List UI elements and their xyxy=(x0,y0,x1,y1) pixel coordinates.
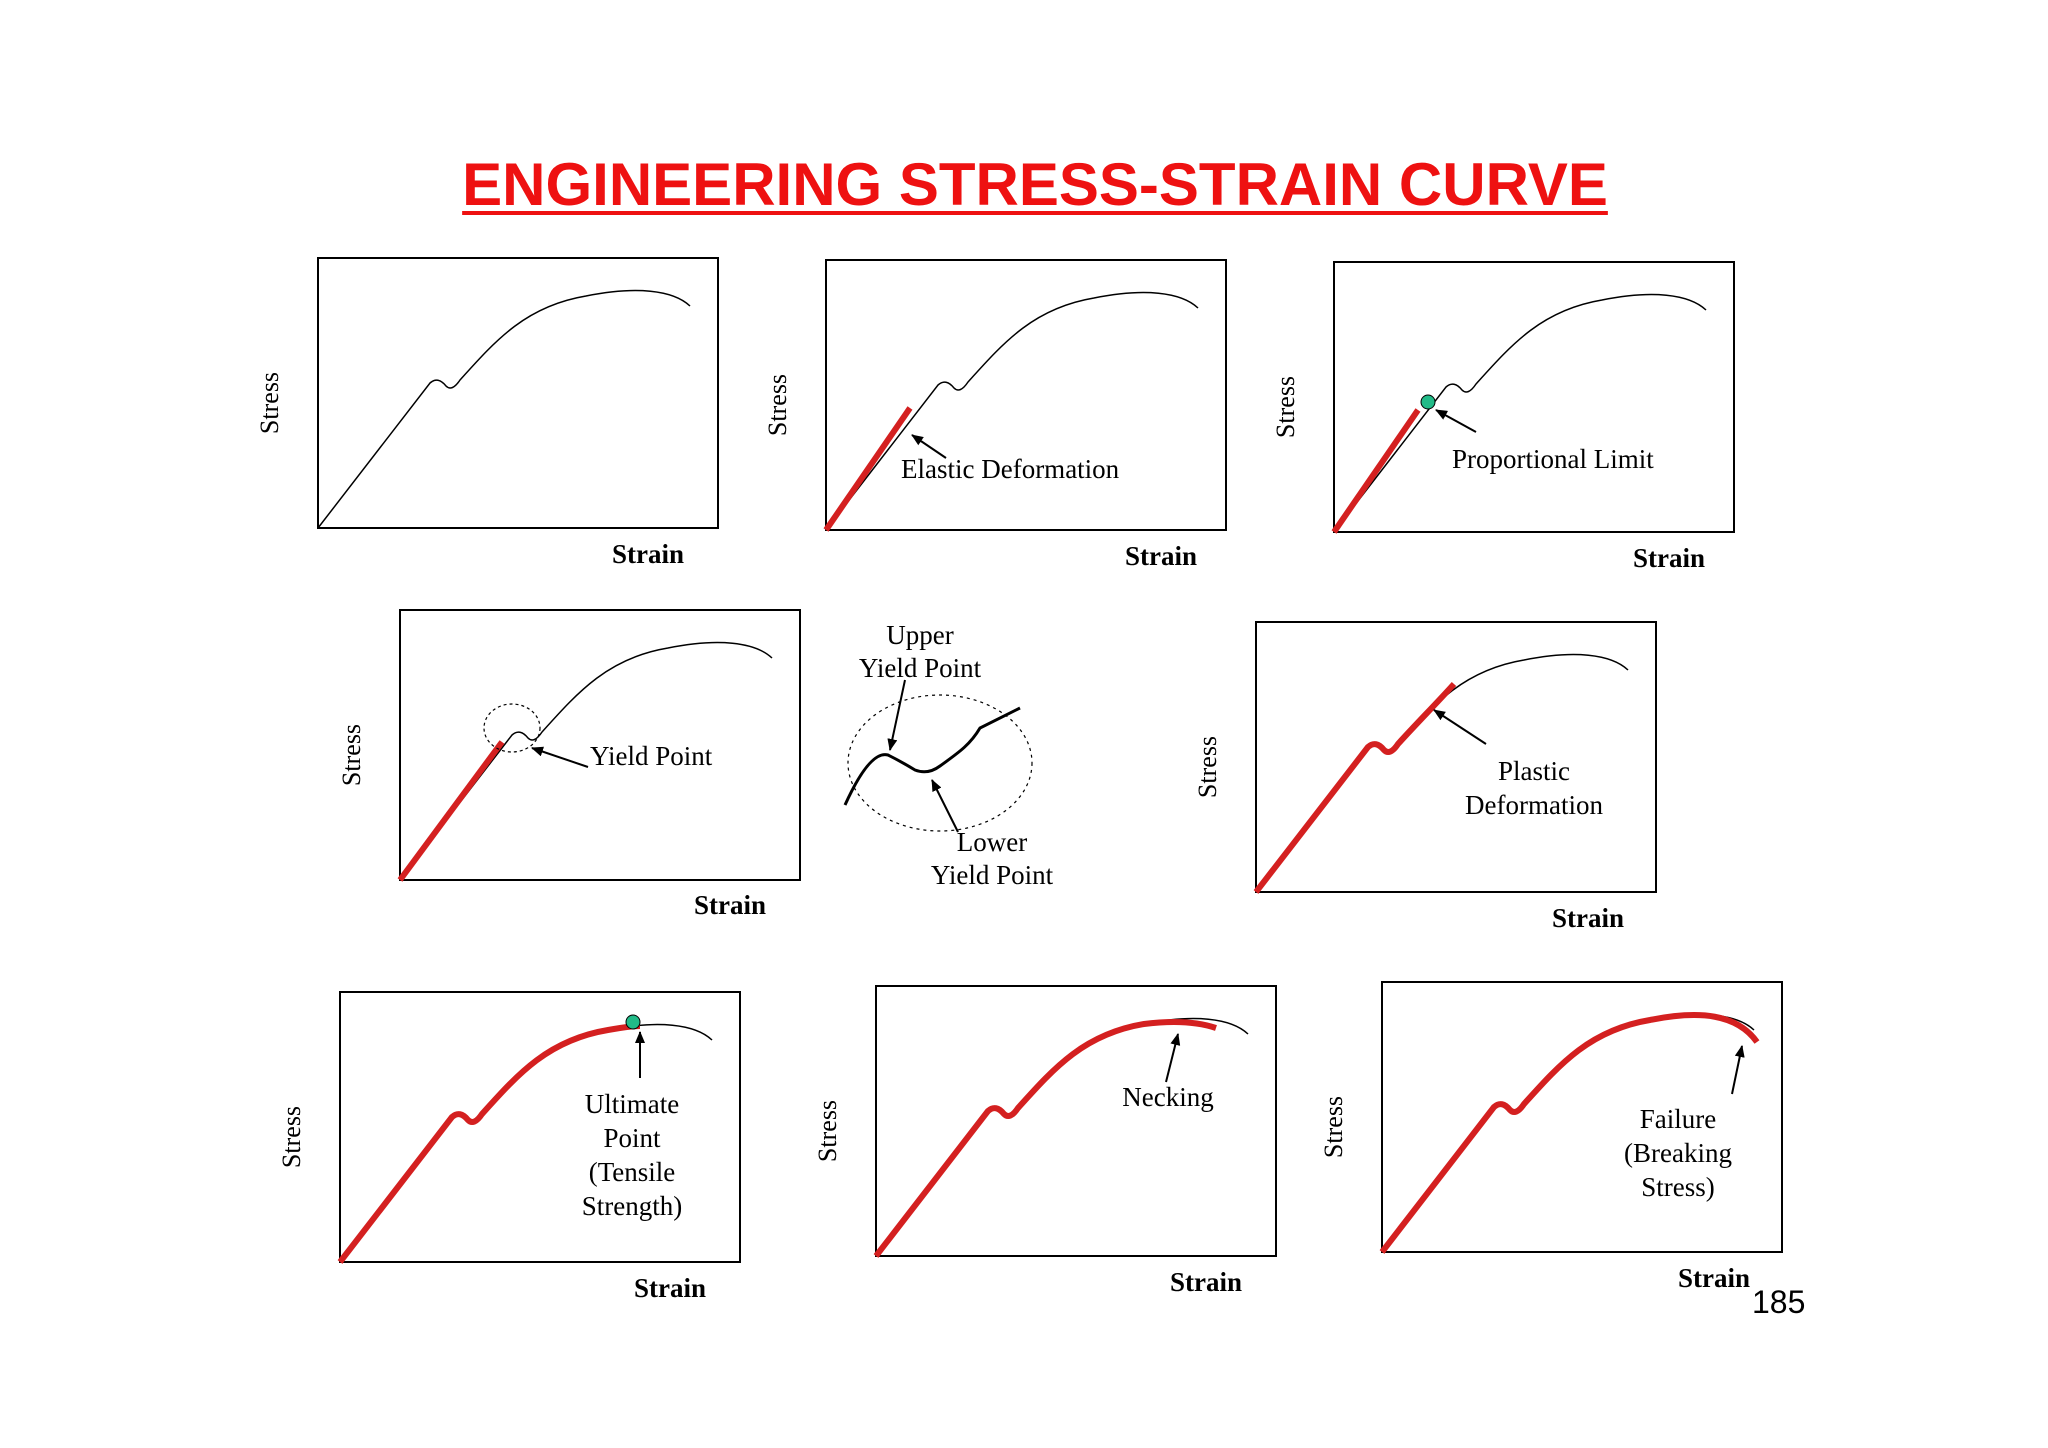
lower-yield-arrow xyxy=(931,779,959,833)
stress-axis-label: Stress xyxy=(763,374,792,436)
stress-strain-curve xyxy=(825,291,1199,531)
annotation-plastic-line2: Deformation xyxy=(1465,790,1603,820)
panel-proportional-limit: Proportional Limit Stress Strain xyxy=(1271,261,1735,573)
panel-failure: Failure (Breaking Stress) Stress Strain xyxy=(1319,981,1783,1293)
plastic-region-highlight xyxy=(1253,681,1457,894)
annotation-plastic-line1: Plastic xyxy=(1498,756,1570,786)
stress-axis-label: Stress xyxy=(1193,736,1222,798)
lower-yield-label-line1: Lower xyxy=(957,827,1027,857)
inset-dotted-ellipse xyxy=(847,694,1033,832)
elastic-region-highlight xyxy=(397,740,505,882)
ultimate-region-highlight xyxy=(337,1023,641,1264)
annotation-ultimate-line3: (Tensile xyxy=(589,1157,676,1187)
annotation-arrow xyxy=(1731,1045,1745,1095)
plot-frame xyxy=(317,257,719,529)
annotation-failure-line3: Stress) xyxy=(1641,1172,1715,1202)
plot-frame xyxy=(1255,621,1657,893)
annotation-failure-line1: Failure xyxy=(1640,1104,1716,1134)
proportional-limit-marker xyxy=(1420,394,1436,410)
elastic-region-highlight xyxy=(1331,408,1421,534)
annotation-elastic-deformation: Elastic Deformation xyxy=(901,454,1120,484)
stress-axis-label: Stress xyxy=(813,1100,842,1162)
strain-axis-label: Strain xyxy=(1125,541,1197,571)
elastic-region-highlight xyxy=(823,406,913,532)
annotation-arrow xyxy=(1165,1033,1181,1083)
inset-yield-curve xyxy=(843,706,1021,806)
page-number: 185 xyxy=(1752,1284,1806,1320)
stress-axis-label: Stress xyxy=(1319,1096,1348,1158)
panel-full-curve: Stress Strain xyxy=(255,257,719,569)
plot-frame xyxy=(1333,261,1735,533)
yield-point-inset: Upper Yield Point Lower Yield Point xyxy=(843,620,1054,890)
annotation-failure-line2: (Breaking xyxy=(1624,1138,1732,1168)
panel-elastic-deformation: Elastic Deformation Stress Strain xyxy=(763,259,1227,571)
page-title: ENGINEERING STRESS-STRAIN CURVE xyxy=(462,151,1608,218)
stress-axis-label: Stress xyxy=(255,372,284,434)
lower-yield-label-line2: Yield Point xyxy=(931,860,1054,890)
ultimate-point-marker xyxy=(625,1014,641,1030)
stress-strain-curve xyxy=(875,1017,1249,1257)
strain-axis-label: Strain xyxy=(1170,1267,1242,1297)
upper-yield-label-line1: Upper xyxy=(886,620,953,650)
plot-frame xyxy=(875,985,1277,1257)
upper-yield-arrow xyxy=(887,679,906,751)
annotation-ultimate-line2: Point xyxy=(603,1123,661,1153)
annotation-ultimate-line1: Ultimate xyxy=(585,1089,679,1119)
stress-axis-label: Stress xyxy=(1271,376,1300,438)
annotation-necking: Necking xyxy=(1122,1082,1213,1112)
stress-strain-curve xyxy=(1333,293,1707,533)
strain-axis-label: Strain xyxy=(612,539,684,569)
stress-axis-label: Stress xyxy=(277,1106,306,1168)
plot-frame xyxy=(825,259,1227,531)
annotation-ultimate-line4: Strength) xyxy=(582,1191,683,1221)
stress-strain-curve xyxy=(1255,653,1629,893)
upper-yield-label-line2: Yield Point xyxy=(859,653,982,683)
annotation-arrow xyxy=(911,434,947,459)
stress-axis-label: Stress xyxy=(337,724,366,786)
yield-region-circle xyxy=(483,703,541,753)
panel-necking: Necking Stress Strain xyxy=(813,985,1277,1297)
plot-frame xyxy=(1381,981,1783,1253)
strain-axis-label: Strain xyxy=(1678,1263,1750,1293)
plot-frame xyxy=(399,609,801,881)
annotation-arrow xyxy=(531,746,589,768)
strain-axis-label: Strain xyxy=(1633,543,1705,573)
panel-ultimate-point: Ultimate Point (Tensile Strength) Stress… xyxy=(277,991,741,1303)
annotation-arrow xyxy=(1435,409,1477,433)
failure-region-highlight xyxy=(1379,1012,1760,1254)
stress-strain-curve xyxy=(399,641,773,881)
necking-region-highlight xyxy=(873,1018,1217,1258)
annotation-arrow xyxy=(1433,709,1487,745)
annotation-yield-point: Yield Point xyxy=(590,741,713,771)
strain-axis-label: Strain xyxy=(694,890,766,920)
strain-axis-label: Strain xyxy=(634,1273,706,1303)
stress-strain-curve xyxy=(317,289,691,529)
strain-axis-label: Strain xyxy=(1552,903,1624,933)
panel-plastic-deformation: Plastic Deformation Stress Strain xyxy=(1193,621,1657,933)
panel-yield-point: Yield Point Stress Strain xyxy=(337,609,801,920)
annotation-proportional-limit: Proportional Limit xyxy=(1452,444,1654,474)
plot-frame xyxy=(339,991,741,1263)
